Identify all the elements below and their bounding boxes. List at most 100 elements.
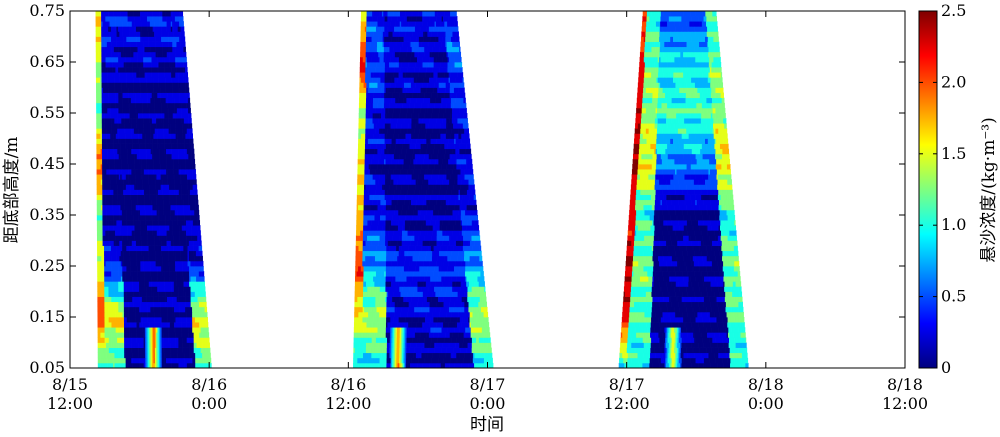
heatmap-cell xyxy=(124,199,127,206)
heatmap-cell xyxy=(152,204,155,211)
heatmap-cell xyxy=(134,215,137,221)
heatmap-cell xyxy=(152,174,154,180)
heatmap-cell xyxy=(179,342,182,348)
heatmap-cell xyxy=(103,347,106,354)
heatmap-cell xyxy=(101,296,104,303)
heatmap-cell xyxy=(177,342,179,348)
heatmap-cell xyxy=(121,357,124,364)
heatmap-cell xyxy=(131,184,134,190)
heatmap-cell xyxy=(127,174,129,180)
heatmap-cell xyxy=(174,215,177,221)
heatmap-cell xyxy=(181,174,184,180)
heatmap-cell xyxy=(176,281,179,287)
heatmap-cell xyxy=(189,276,191,282)
heatmap-cell xyxy=(119,230,121,236)
heatmap-cell xyxy=(162,276,165,282)
heatmap-cell xyxy=(180,245,183,252)
heatmap-cell xyxy=(124,220,127,226)
heatmap-cell xyxy=(143,281,145,287)
heatmap-cell xyxy=(193,271,195,277)
heatmap-cell xyxy=(118,189,121,195)
heatmap-cell xyxy=(138,209,141,216)
heatmap-cell xyxy=(206,332,208,338)
heatmap-cell xyxy=(200,245,202,252)
heatmap-cell xyxy=(113,189,116,195)
heatmap-cell xyxy=(183,276,186,282)
heatmap-cell xyxy=(161,276,164,282)
heatmap-cell xyxy=(99,209,102,216)
heatmap-cell xyxy=(130,235,133,241)
heatmap-cell xyxy=(140,276,143,282)
heatmap-cell xyxy=(160,209,163,216)
heatmap-cell xyxy=(128,189,131,195)
heatmap-cell xyxy=(136,174,139,180)
heatmap-cell xyxy=(151,337,154,343)
heatmap-cell xyxy=(193,281,196,287)
heatmap-cell xyxy=(135,317,137,323)
heatmap-cell xyxy=(199,357,202,364)
heatmap-cell xyxy=(176,240,179,246)
heatmap-cell xyxy=(151,296,154,303)
heatmap-cell xyxy=(117,209,120,216)
heatmap-cell xyxy=(160,230,163,236)
heatmap-cell xyxy=(159,199,162,206)
heatmap-cell xyxy=(186,342,189,348)
heatmap-cell xyxy=(176,332,179,338)
heatmap-cell xyxy=(112,281,115,287)
heatmap-cell xyxy=(99,250,102,257)
heatmap-cell xyxy=(161,342,164,348)
heatmap-cell xyxy=(196,271,198,277)
heatmap-cell xyxy=(145,250,148,257)
heatmap-cell xyxy=(201,266,204,272)
heatmap-cell xyxy=(99,240,102,246)
heatmap-cell xyxy=(195,204,198,211)
heatmap-cell xyxy=(114,352,117,359)
heatmap-cell xyxy=(98,179,100,185)
heatmap-cell xyxy=(116,184,118,190)
heatmap-cell xyxy=(158,271,161,277)
heatmap-cell xyxy=(207,322,209,328)
heatmap-cell xyxy=(108,301,111,308)
heatmap-cell xyxy=(186,296,189,303)
heatmap-cell xyxy=(160,296,162,303)
heatmap-cell xyxy=(156,337,158,343)
heatmap-cell xyxy=(184,51,187,58)
heatmap-cell xyxy=(104,245,106,252)
heatmap-cell xyxy=(111,271,113,277)
heatmap-cell xyxy=(138,255,141,262)
heatmap-cell xyxy=(161,255,163,262)
heatmap-cell xyxy=(190,204,192,211)
heatmap-cell xyxy=(120,230,123,236)
heatmap-cell xyxy=(160,337,163,343)
heatmap-cell xyxy=(157,362,160,369)
heatmap-cell xyxy=(141,286,144,292)
heatmap-cell xyxy=(163,250,166,257)
heatmap-cell xyxy=(175,255,177,262)
heatmap-cell xyxy=(160,199,163,206)
heatmap-cell xyxy=(187,199,189,206)
heatmap-cell xyxy=(163,230,166,236)
heatmap-cell xyxy=(130,194,132,201)
heatmap-cell xyxy=(107,189,110,195)
heatmap-cell xyxy=(140,250,142,257)
heatmap-cell xyxy=(144,250,147,257)
heatmap-cell xyxy=(156,250,159,257)
heatmap-cell xyxy=(120,281,123,287)
heatmap-cell xyxy=(156,189,159,195)
heatmap-cell xyxy=(193,296,196,303)
heatmap-cell xyxy=(188,255,191,262)
heatmap-cell xyxy=(172,230,174,236)
heatmap-cell xyxy=(181,347,183,354)
heatmap-cell xyxy=(111,250,113,257)
heatmap-cell xyxy=(162,322,165,328)
heatmap-cell xyxy=(185,327,187,333)
heatmap-cell xyxy=(168,306,171,313)
heatmap-cell xyxy=(164,332,167,338)
heatmap-cell xyxy=(119,286,122,292)
heatmap-cell xyxy=(110,352,113,359)
heatmap-cell xyxy=(122,357,125,364)
heatmap-cell xyxy=(121,174,124,180)
heatmap-cell xyxy=(194,225,197,231)
heatmap-cell xyxy=(137,301,140,308)
heatmap-cell xyxy=(161,266,163,272)
